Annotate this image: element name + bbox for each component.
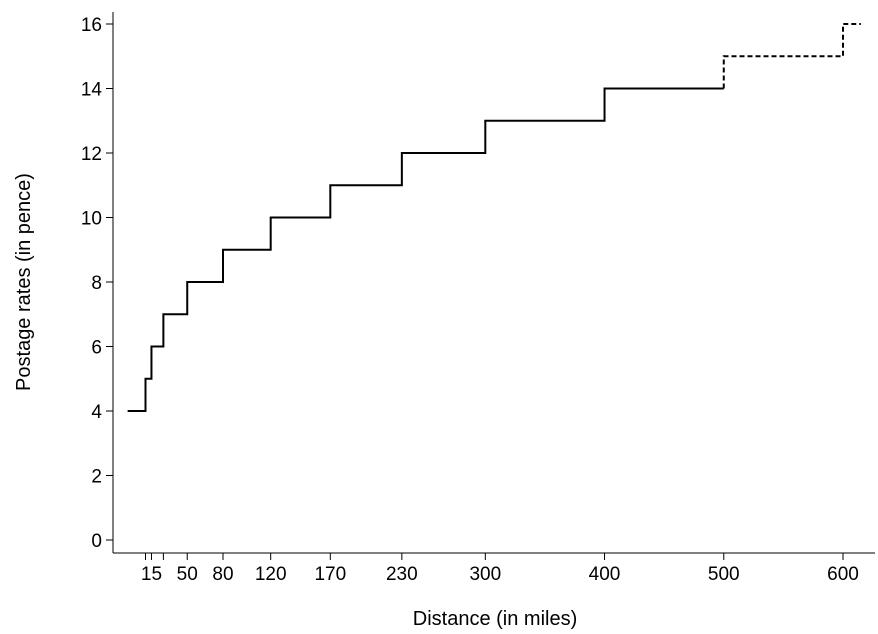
y-tick-label: 10 xyxy=(81,209,102,230)
x-tick-label: 500 xyxy=(708,564,740,585)
y-tick-label: 16 xyxy=(81,15,102,36)
axes xyxy=(112,12,875,554)
x-tick-label: 120 xyxy=(255,564,287,585)
series-layer xyxy=(127,23,861,412)
y-tick-label: 14 xyxy=(81,80,103,101)
y-tick-label: 12 xyxy=(81,144,102,165)
x-tick-label: 600 xyxy=(827,564,859,585)
y-tick-label: 4 xyxy=(91,402,102,423)
x-tick-label: 400 xyxy=(589,564,621,585)
solid-step-line xyxy=(127,87,724,412)
y-tick-label: 8 xyxy=(91,273,102,294)
x-axis-title: Distance (in miles) xyxy=(413,608,577,630)
x-tick-label: 80 xyxy=(212,564,233,585)
x-tick-label: 170 xyxy=(314,564,346,585)
x-tick-label: 50 xyxy=(177,564,198,585)
dashed-step-line xyxy=(722,23,861,89)
y-axis-title: Postage rates (in pence) xyxy=(13,173,35,391)
y-tick-label: 2 xyxy=(91,467,102,488)
y-tick-label: 0 xyxy=(91,531,102,552)
ticks-layer: 0 2 4 6 8 10 12 14 16 15 50 80 120 170 230 300 400 500 600 xyxy=(81,15,859,585)
x-tick-label: 300 xyxy=(469,564,501,585)
x-tick-label: 230 xyxy=(386,564,418,585)
y-tick-label: 6 xyxy=(91,338,102,359)
x-tick-label: 15 xyxy=(141,564,162,585)
